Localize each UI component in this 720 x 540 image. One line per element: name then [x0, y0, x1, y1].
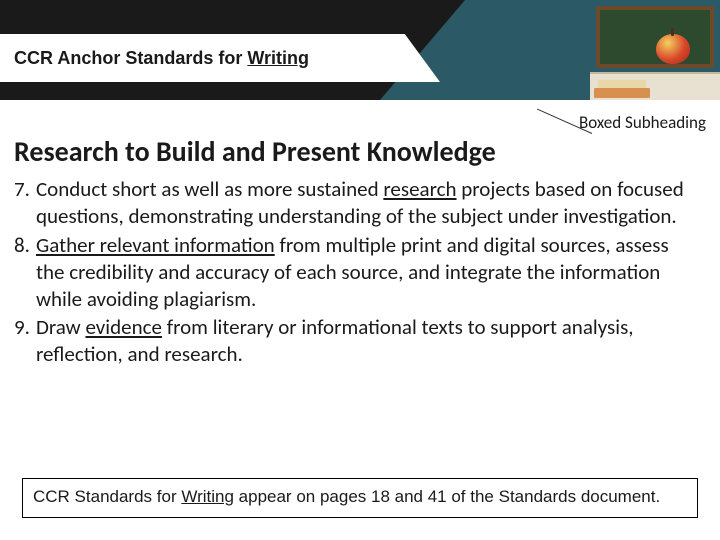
footer-note: CCR Standards for Writing appear on page… — [22, 478, 698, 518]
footer-post: appear on pages 18 and 41 of the Standar… — [234, 487, 660, 506]
section-title: Research to Build and Present Knowledge — [14, 134, 496, 169]
item-number: 7. — [14, 176, 36, 230]
standards-list: 7. Conduct short as well as more sustain… — [14, 176, 698, 370]
footer-pre: CCR Standards for — [33, 487, 181, 506]
item-text: Draw evidence from literary or informati… — [36, 314, 698, 368]
header-photo — [590, 0, 720, 100]
item-text: Conduct short as well as more sustained … — [36, 176, 698, 230]
item-number: 8. — [14, 232, 36, 313]
text-underlined: Gather relevant information — [36, 232, 275, 258]
chalkboard-icon — [596, 6, 714, 68]
title-ribbon: CCR Anchor Standards for Writing — [0, 34, 440, 82]
text-pre: Draw — [36, 314, 86, 340]
title-underlined: Writing — [247, 48, 309, 68]
text-pre: Conduct short as well as more sustained — [36, 176, 383, 202]
item-text: Gather relevant information from multipl… — [36, 232, 698, 313]
footer-underlined: Writing — [181, 487, 234, 506]
annotation-label: Boxed Subheading — [579, 112, 706, 133]
list-item: 9. Draw evidence from literary or inform… — [14, 314, 698, 368]
list-item: 7. Conduct short as well as more sustain… — [14, 176, 698, 230]
text-underlined: research — [383, 176, 456, 202]
text-underlined: evidence — [85, 314, 162, 340]
title-prefix: CCR Anchor Standards for — [14, 48, 247, 68]
book-icon — [594, 88, 650, 98]
apple-icon — [656, 34, 690, 64]
item-number: 9. — [14, 314, 36, 368]
list-item: 8. Gather relevant information from mult… — [14, 232, 698, 313]
book-icon — [598, 80, 646, 88]
